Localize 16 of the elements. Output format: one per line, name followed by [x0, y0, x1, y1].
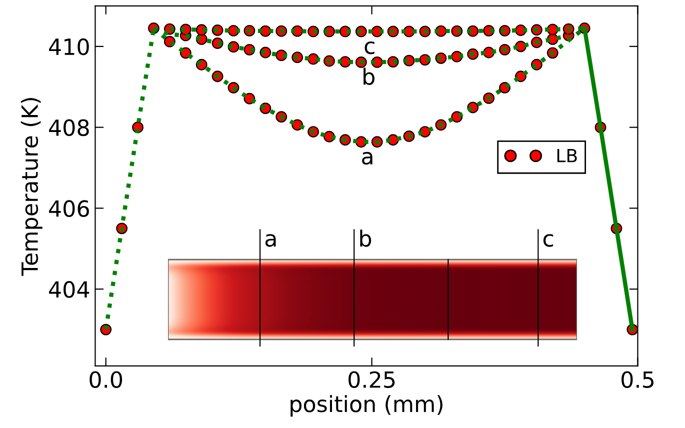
y-tick-label: 410: [49, 38, 89, 56]
x-tick-label: 0.25: [348, 371, 395, 388]
legend-label: LB: [557, 148, 577, 162]
annotation: c: [543, 234, 554, 247]
annotation: b: [364, 68, 374, 85]
y-tick-label: 408: [49, 119, 89, 136]
y-tick-label: 404: [49, 281, 90, 298]
y-axis-title: Temperature (K): [20, 98, 42, 276]
annotation: a: [362, 152, 372, 165]
x-tick-label: 0.0: [90, 371, 122, 388]
annotation: a: [265, 234, 276, 247]
annotation: c: [364, 41, 374, 54]
annotation: b: [360, 230, 372, 247]
y-tick-label: 406: [49, 200, 89, 217]
x-axis-title: position (mm): [290, 395, 442, 417]
x-tick-label: 0.5: [622, 371, 654, 388]
